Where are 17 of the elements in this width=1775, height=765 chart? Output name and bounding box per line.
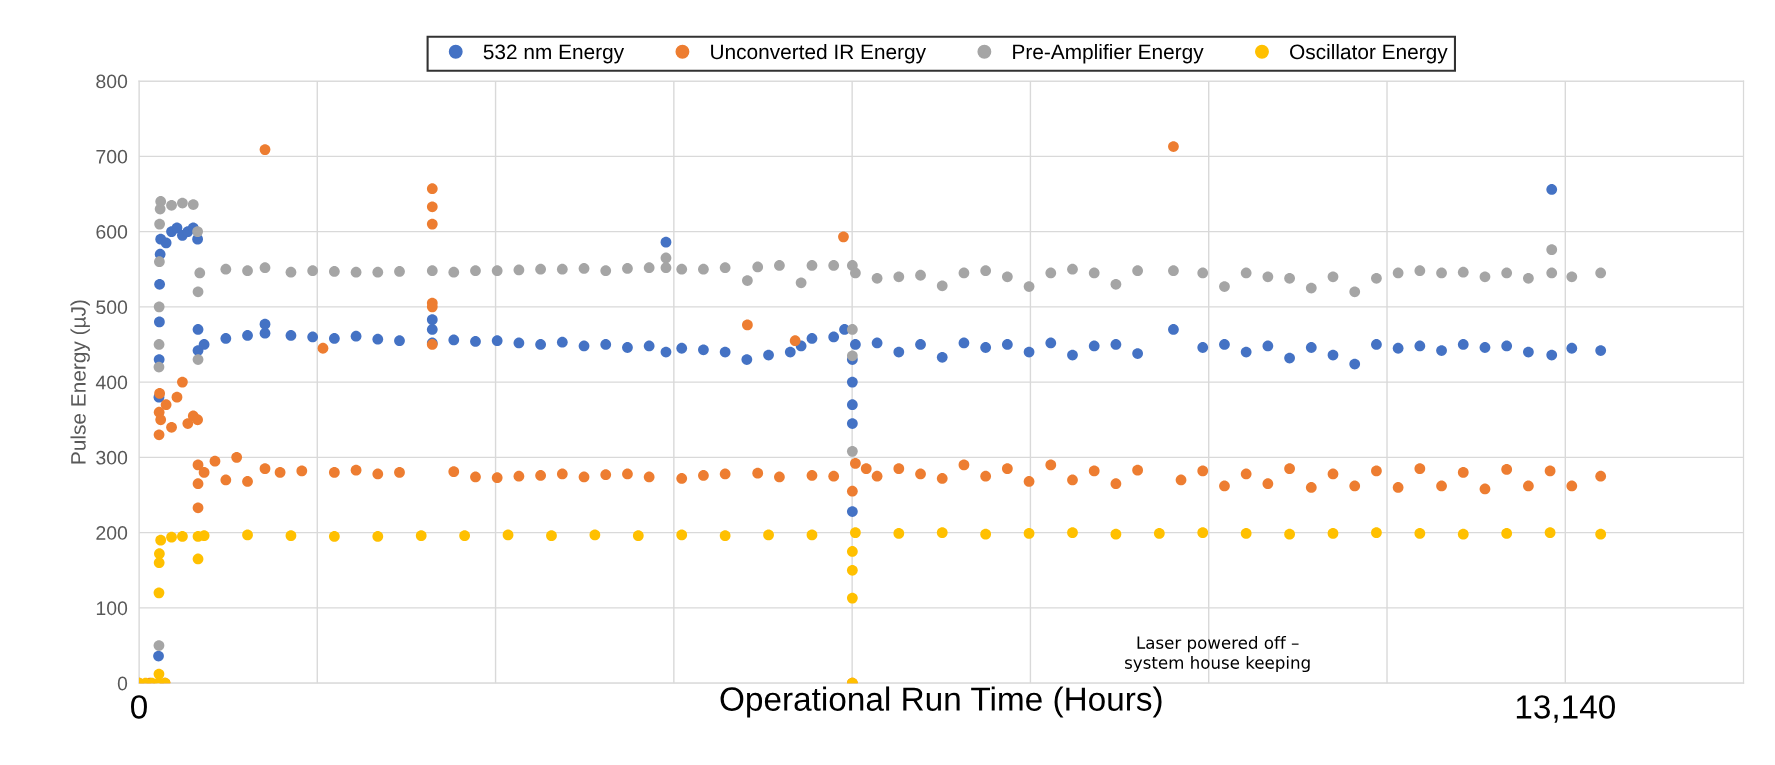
x-tick-label: 13,140 bbox=[1516, 695, 1615, 723]
y-tick-label: 700 bbox=[96, 149, 128, 164]
legend-label: Oscillator Energy bbox=[1290, 43, 1448, 64]
y-tick-label: 800 bbox=[96, 74, 128, 89]
y-tick-label: 0 bbox=[117, 676, 128, 691]
y-tick-label: 600 bbox=[96, 225, 128, 239]
y-tick-label: 500 bbox=[96, 300, 128, 315]
y-tick-label: 200 bbox=[96, 526, 128, 540]
y-axis-title: Pulse Energy (µJ) bbox=[70, 300, 90, 464]
y-tick-label: 100 bbox=[96, 601, 128, 616]
legend-label: Unconverted IR Energy bbox=[711, 43, 927, 64]
y-tick-label: 400 bbox=[95, 375, 128, 390]
y-tick-label: 300 bbox=[96, 450, 128, 465]
annotation: Laser powered off – system house keeping bbox=[1125, 636, 1310, 673]
legend-label: 532 nm Energy bbox=[483, 44, 625, 64]
x-axis-title: Operational Run Time (Hours) bbox=[720, 686, 1162, 718]
legend-label: Pre-Amplifier Energy bbox=[1013, 43, 1204, 64]
